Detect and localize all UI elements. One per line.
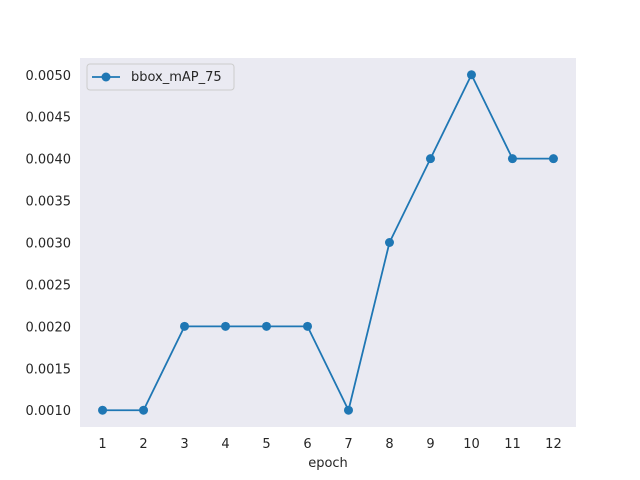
series-line bbox=[102, 73, 554, 412]
x-tick-label: 1 bbox=[98, 437, 106, 452]
y-tick-labels: 0.0010 0.0015 0.0020 0.0025 0.0030 0.0035 0.00… bbox=[26, 69, 72, 419]
x-tick-label: 9 bbox=[426, 437, 434, 452]
series-group bbox=[98, 70, 558, 415]
x-tick-label: 2 bbox=[139, 437, 147, 452]
data-point bbox=[98, 405, 108, 415]
x-axis-label: epoch bbox=[308, 456, 348, 471]
y-tick-label: 0.0050 bbox=[26, 69, 72, 84]
y-tick-label: 0.0025 bbox=[26, 278, 72, 293]
data-point bbox=[139, 405, 149, 415]
data-point bbox=[507, 154, 517, 164]
data-point bbox=[262, 321, 272, 331]
y-tick-label: 0.0040 bbox=[26, 153, 72, 168]
y-tick-label: 0.0015 bbox=[26, 362, 72, 377]
x-tick-label: 8 bbox=[385, 437, 393, 452]
legend-box bbox=[86, 63, 235, 91]
x-tick-label: 11 bbox=[504, 437, 521, 452]
x-tick-label: 10 bbox=[463, 437, 480, 452]
data-point bbox=[548, 154, 558, 164]
x-tick-labels: 1 2 3 4 5 6 7 8 9 10 11 12 bbox=[98, 437, 561, 452]
data-point bbox=[425, 154, 435, 164]
data-point bbox=[221, 321, 231, 331]
x-tick-label: 6 bbox=[303, 437, 311, 452]
legend-marker bbox=[101, 72, 111, 82]
y-tick-label: 0.0020 bbox=[26, 320, 72, 335]
plot-area bbox=[80, 58, 576, 427]
y-tick-label: 0.0045 bbox=[26, 111, 72, 126]
data-point bbox=[343, 405, 353, 415]
x-tick-label: 12 bbox=[545, 437, 562, 452]
data-point bbox=[180, 321, 190, 331]
y-tick-label: 0.0035 bbox=[26, 195, 72, 210]
data-point bbox=[384, 238, 394, 247]
x-tick-label: 3 bbox=[180, 437, 188, 452]
x-tick-label: 5 bbox=[262, 437, 270, 452]
data-point bbox=[303, 321, 313, 331]
y-tick-label: 0.0010 bbox=[26, 404, 72, 419]
x-tick-label: 4 bbox=[221, 437, 229, 452]
legend-label: bbox_mAP_75 bbox=[131, 70, 222, 85]
data-point bbox=[466, 70, 476, 80]
legend: bbox_mAP_75 bbox=[86, 63, 235, 91]
y-tick-label: 0.0030 bbox=[26, 237, 72, 252]
x-tick-label: 7 bbox=[344, 437, 352, 452]
